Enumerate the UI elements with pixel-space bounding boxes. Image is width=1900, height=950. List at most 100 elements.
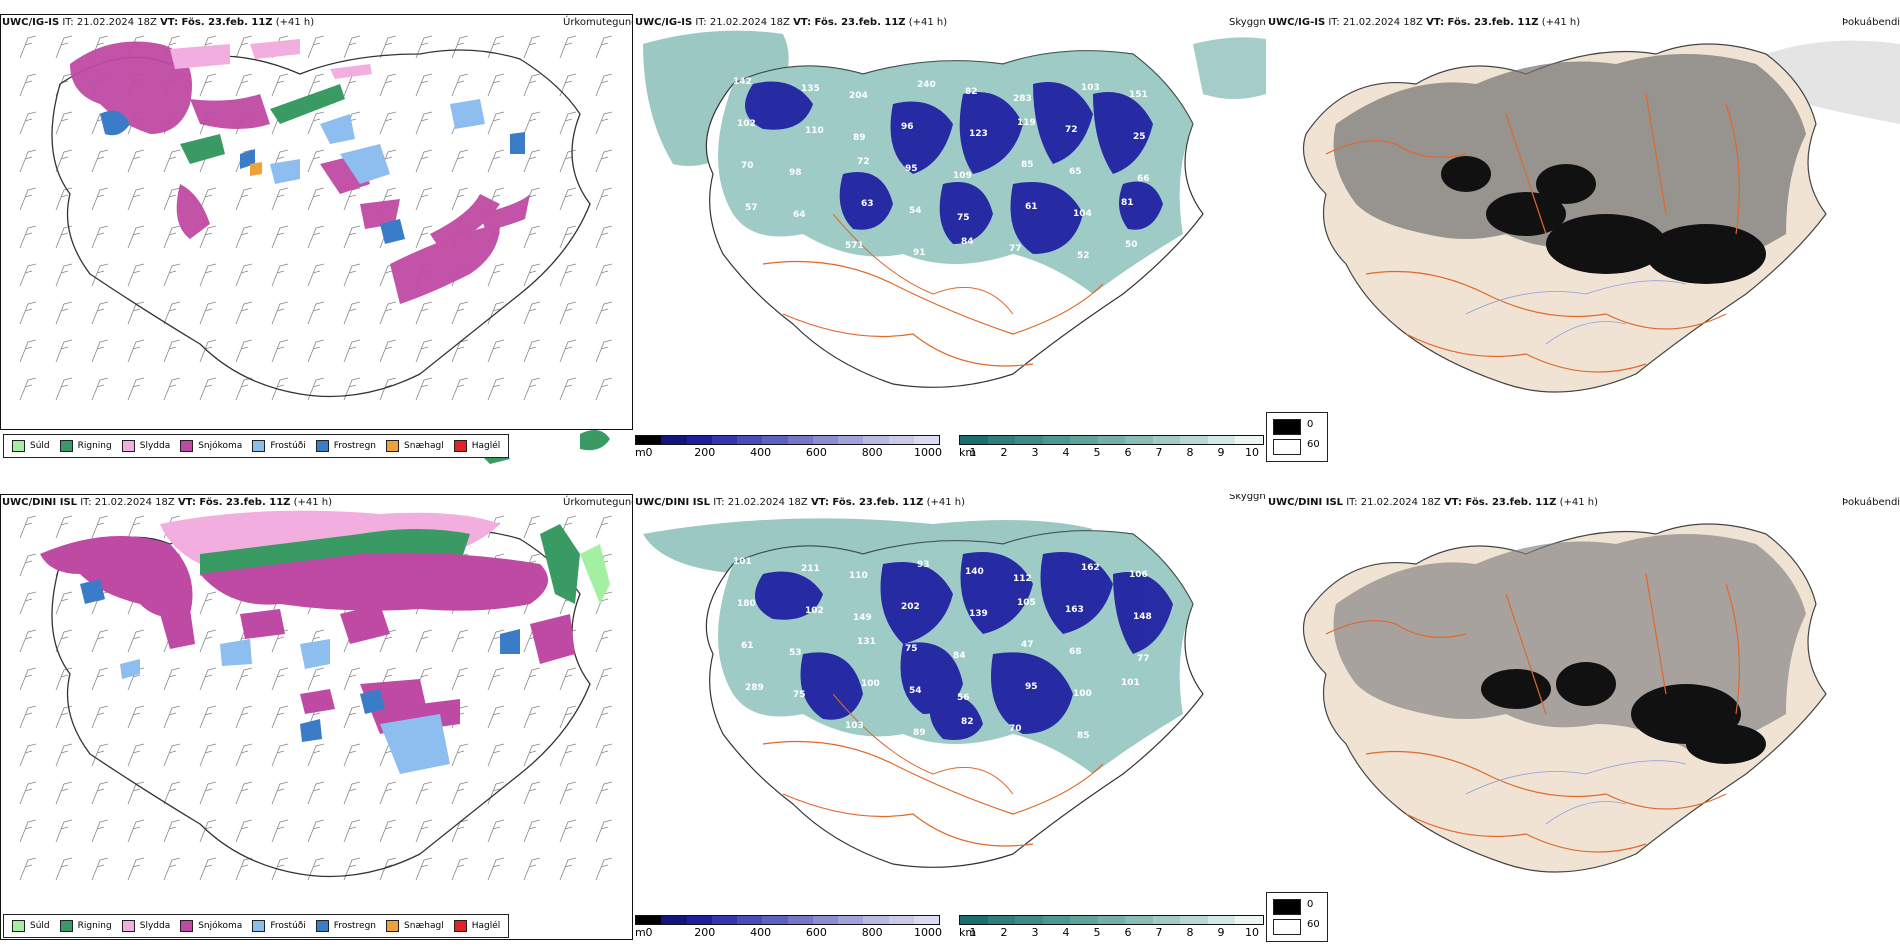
legend-item: Snjókoma [180,440,242,452]
cloud-base-label: 82 [961,717,974,727]
wind-barb [91,819,109,843]
wind-barb [595,35,613,59]
colorbar-tick-label: 200 [694,926,716,939]
colorbar-bin [1152,436,1181,444]
colorbar-bin [863,436,889,444]
wind-barb [199,301,217,325]
cloud-base-label: 96 [901,122,914,132]
cloud-map-2: 1012111109314011216210618010214920213910… [633,494,1266,944]
wind-barb [271,781,289,805]
fog-header: UWC/DINI ISL IT: 21.02.2024 18Z VT: Fös.… [1268,497,1598,508]
colorbar-tick-label: 6 [1124,446,1132,459]
wind-barb [235,781,253,805]
wind-barb [343,819,361,843]
wind-barb [559,819,577,843]
colorbar-bin [686,436,712,444]
wind-barb [19,743,37,767]
init-time: IT: 21.02.2024 18Z [1328,17,1423,28]
colorbar-bin [1235,916,1264,924]
precip-legend: Súld Rigning Slydda Snjókoma Frostúði Frostre… [3,914,510,938]
cloud-base-label: 123 [969,129,988,139]
colorbar-tick-label: 1000 [914,926,942,939]
wind-barb [559,225,577,249]
precip-title: Úrkomutegund [563,497,633,508]
colorbar-bin [1180,436,1208,444]
wind-barb [271,339,289,363]
cloud-base-label: 149 [853,613,872,623]
wind-barb [523,705,541,729]
legend-swatch [386,920,400,932]
wind-barb [235,263,253,287]
cloud-base-label: 56 [957,693,970,703]
colorbar-swatches [959,435,1264,445]
wind-barb [595,225,613,249]
colorbar-tick-label: 4 [1062,926,1070,939]
colorbar-tick-label: 10 [1245,926,1259,939]
wind-barb [307,857,325,881]
wind-barb [523,857,541,881]
colorbar-bin [838,916,864,924]
cloud-base-label: 82 [965,87,978,97]
colorbar-bin [812,436,838,444]
wind-barb [307,187,325,211]
wind-barb [307,743,325,767]
wind-barb [199,187,217,211]
wind-barb [559,301,577,325]
wind-barb [595,301,613,325]
cloud-base-label: 289 [745,683,764,693]
wind-barb [199,857,217,881]
colorbar-tick-label: 1000 [914,446,942,459]
colorbar-bin [762,436,788,444]
legend-item: Frostúði [252,920,306,932]
fog-legend-label: 60 [1307,919,1320,930]
wind-barb [55,629,73,653]
wind-barb [415,149,433,173]
model-name: UWC/DINI ISL [635,497,711,508]
colorbar-tick-label: 9 [1217,446,1225,459]
colorbar-bin [1207,436,1236,444]
colorbar-swatches [635,915,940,925]
legend-label: Haglél [471,921,501,931]
wind-barb [523,339,541,363]
wind-barb [307,819,325,843]
legend-label: Frostregn [333,441,377,451]
colorbar-bin [1207,916,1236,924]
colorbar-tick-label: 600 [805,926,827,939]
wind-barb [343,743,361,767]
cloud-base-label: 25 [1133,132,1146,142]
legend-item: Súld [12,920,50,932]
wind-barb [91,377,109,401]
wind-barb [19,781,37,805]
wind-barb [559,263,577,287]
legend-swatch [121,920,135,932]
fog-legend-label: 60 [1307,439,1320,450]
wind-barb [235,339,253,363]
cloud-title: Skyggni [1229,17,1266,28]
wind-barb [487,263,505,287]
wind-barb [415,819,433,843]
wind-barb [307,35,325,59]
wind-barb [487,819,505,843]
wind-barb [55,377,73,401]
wind-barb [307,667,325,691]
colorbar-swatches [959,915,1264,925]
colorbar-bin [686,916,712,924]
wind-barb [307,225,325,249]
wind-barb [19,629,37,653]
wind-barb [199,73,217,97]
cloud-title: Skyggni [1229,494,1266,502]
cloud-base-label: 75 [957,213,970,223]
colorbar-bin [762,916,788,924]
legend-swatch [386,440,400,452]
colorbar-bin [1015,436,1043,444]
legend-swatch [252,440,266,452]
wind-barb [163,743,181,767]
cloud-base-label: 98 [789,168,802,178]
colorbar-ticks: m 0 200 400 600 800 1000 [635,445,942,459]
model-name: UWC/IG-IS [635,17,693,28]
wind-barb [343,377,361,401]
legend-swatch [453,920,467,932]
wind-barb [523,667,541,691]
cloud-base-label: 202 [901,602,920,612]
fog-panel-2: UWC/DINI ISL IT: 21.02.2024 18Z VT: Fös.… [1266,494,1900,944]
